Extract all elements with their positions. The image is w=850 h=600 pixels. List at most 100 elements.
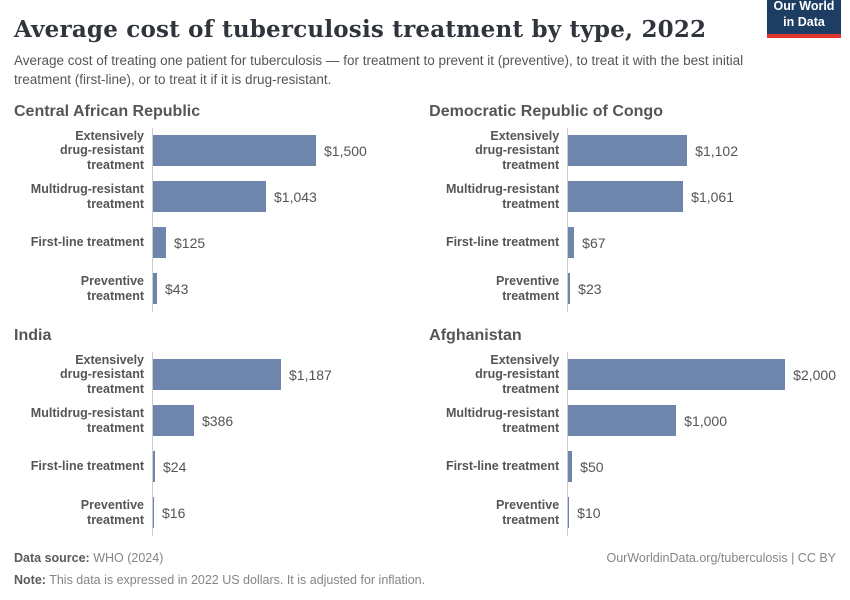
bar-row: Extensively drug-resistant treatment $2,0…: [429, 352, 836, 398]
chart-subtitle: Average cost of treating one patient for…: [14, 53, 744, 87]
bar-value-label: $386: [202, 412, 234, 429]
panel-title: India: [14, 326, 52, 344]
owid-logo-line2: in Data: [783, 14, 825, 29]
category-label: Multidrug-resistant treatment: [30, 406, 144, 435]
bar-row: Extensively drug-resistant treatment $1,1…: [429, 128, 836, 174]
bar-value-label: $125: [174, 234, 206, 251]
bar-area: $43: [152, 266, 419, 312]
bar-value-label: $1,500: [324, 142, 367, 159]
bar-area: $1,187: [152, 352, 419, 398]
category-label: Multidrug-resistant treatment: [445, 182, 560, 211]
bar-value-label: $23: [578, 280, 602, 297]
bar-area: $1,043: [152, 174, 419, 220]
bar-value-label: $43: [165, 280, 189, 297]
chart-title: Average cost of tuberculosis treatment b…: [14, 16, 707, 43]
panel-body: Extensively drug-resistant treatment $2,0…: [429, 351, 836, 536]
chart-panel-2: Democratic Republic of Congo Extensively …: [429, 103, 836, 312]
bar-row: First-line treatment $24: [14, 444, 419, 490]
axis-line: [567, 127, 569, 312]
panel-title: Democratic Republic of Congo: [429, 102, 663, 120]
bar[interactable]: [152, 405, 194, 437]
category-label: Multidrug-resistant treatment: [30, 182, 144, 211]
footer-line1: Data source: WHO (2024) OurWorldinData.o…: [14, 551, 836, 565]
axis-line: [567, 351, 569, 536]
note-value: This data is expressed in 2022 US dollar…: [49, 573, 426, 587]
bar-row: Multidrug-resistant treatment $1,000: [429, 398, 836, 444]
bar-value-label: $1,000: [684, 412, 727, 429]
data-source-value: WHO (2024): [93, 551, 164, 565]
data-source: Data source: WHO (2024): [14, 551, 163, 565]
bar-area: $1,500: [152, 128, 419, 174]
bar-area: $1,102: [567, 128, 836, 174]
category-label: First-line treatment: [30, 235, 144, 250]
category-label: Multidrug-resistant treatment: [445, 406, 560, 435]
data-source-label: Data source:: [14, 551, 90, 565]
bar-value-label: $24: [163, 458, 187, 475]
bar[interactable]: [152, 227, 166, 259]
bar-area: $50: [567, 444, 836, 490]
bar[interactable]: [152, 135, 316, 167]
footer: Data source: WHO (2024) OurWorldinData.o…: [14, 551, 836, 587]
bar-value-label: $2,000: [793, 366, 836, 383]
bar-area: $1,061: [567, 174, 836, 220]
bar[interactable]: [567, 451, 573, 483]
bar[interactable]: [567, 273, 571, 305]
axis-line: [152, 127, 153, 312]
category-label: Extensively drug-resistant treatment: [59, 352, 144, 397]
bar-value-label: $1,187: [289, 366, 332, 383]
bar[interactable]: [567, 405, 677, 437]
category-label: Preventive treatment: [495, 274, 560, 303]
bar[interactable]: [152, 451, 155, 483]
bar-row: Preventive treatment $10: [429, 490, 836, 536]
bar[interactable]: [567, 181, 684, 213]
bar-area: $2,000: [567, 352, 836, 398]
header: Average cost of tuberculosis treatment b…: [14, 0, 841, 90]
owid-logo[interactable]: Our World in Data: [767, 0, 841, 39]
owid-logo-line1: Our World: [773, 0, 835, 13]
bar-area: $24: [152, 444, 419, 490]
chart-panel-4: Afghanistan Extensively drug-resistant tr…: [429, 327, 836, 536]
bar-value-label: $10: [577, 504, 601, 521]
bar[interactable]: [567, 359, 786, 391]
bar-area: $16: [152, 490, 419, 536]
bar[interactable]: [567, 227, 575, 259]
bar-value-label: $67: [582, 234, 606, 251]
category-label: Preventive treatment: [495, 498, 560, 527]
bar-area: $386: [152, 398, 419, 444]
bar[interactable]: [152, 359, 281, 391]
bar-row: Extensively drug-resistant treatment $1,5…: [14, 128, 419, 174]
panel-title: Afghanistan: [429, 326, 522, 344]
category-label: Extensively drug-resistant treatment: [59, 128, 144, 173]
attribution-link[interactable]: OurWorldinData.org/tuberculosis | CC BY: [606, 551, 837, 565]
bar-value-label: $1,061: [691, 188, 734, 205]
panel-body: Extensively drug-resistant treatment $1,1…: [429, 127, 836, 312]
category-label: Extensively drug-resistant treatment: [475, 352, 560, 397]
category-label: First-line treatment: [30, 459, 144, 474]
bar-area: $23: [567, 266, 836, 312]
category-label: Preventive treatment: [80, 274, 144, 303]
category-label: First-line treatment: [445, 235, 560, 250]
bar-row: Extensively drug-resistant treatment $1,1…: [14, 352, 419, 398]
bar-row: First-line treatment $50: [429, 444, 836, 490]
bar[interactable]: [152, 497, 154, 529]
bar-value-label: $16: [162, 504, 186, 521]
bar-area: $125: [152, 220, 419, 266]
bar[interactable]: [152, 181, 266, 213]
bar[interactable]: [567, 497, 570, 529]
bar[interactable]: [567, 135, 688, 167]
footer-note: Note: This data is expressed in 2022 US …: [14, 573, 836, 587]
bar-area: $10: [567, 490, 836, 536]
chart-grid: Central African Republic Extensively drug…: [14, 103, 836, 536]
category-label: First-line treatment: [445, 459, 560, 474]
note-label: Note:: [14, 573, 46, 587]
bar-area: $67: [567, 220, 836, 266]
bar-value-label: $1,102: [695, 142, 738, 159]
panel-body: Extensively drug-resistant treatment $1,5…: [14, 127, 419, 312]
bar-row: First-line treatment $67: [429, 220, 836, 266]
chart-panel-1: Central African Republic Extensively drug…: [14, 103, 419, 312]
bar-row: Multidrug-resistant treatment $386: [14, 398, 419, 444]
bar[interactable]: [152, 273, 157, 305]
chart-panel-3: India Extensively drug-resistant treatmen…: [14, 327, 419, 536]
panel-title: Central African Republic: [14, 102, 201, 120]
